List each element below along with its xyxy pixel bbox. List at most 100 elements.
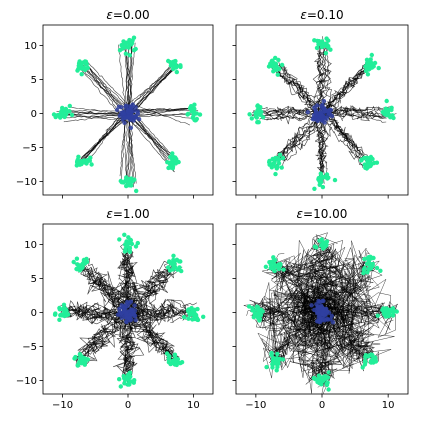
end-point <box>173 161 178 166</box>
start-point <box>128 125 134 130</box>
end-point <box>174 69 179 75</box>
end-point <box>125 382 131 387</box>
trajectory-line <box>61 302 123 319</box>
trajectory-line <box>125 70 172 106</box>
trajectory-line <box>281 120 322 169</box>
end-point <box>192 106 197 112</box>
end-point <box>271 268 277 273</box>
trajectory-line <box>326 108 390 119</box>
start-point <box>321 98 327 104</box>
end-point <box>318 179 323 184</box>
end-point <box>276 161 282 166</box>
trajectory-line <box>317 113 326 184</box>
end-point <box>134 188 139 194</box>
end-point <box>270 365 275 370</box>
trajectory-line <box>134 116 172 165</box>
trajectory-line <box>84 112 122 160</box>
end-point <box>273 171 278 177</box>
end-point <box>118 384 124 389</box>
end-point <box>321 41 326 46</box>
end-point <box>324 36 329 41</box>
start-point <box>124 319 129 325</box>
x-tick-label: −10 <box>52 400 73 411</box>
end-point <box>273 263 278 269</box>
end-point <box>80 265 85 270</box>
end-point <box>76 263 82 269</box>
start-point <box>128 108 133 113</box>
end-point <box>127 53 132 58</box>
trajectory-line <box>253 106 322 115</box>
start-point <box>329 114 335 119</box>
trajectory-line <box>124 44 130 115</box>
trajectory-line <box>324 108 387 123</box>
end-point <box>172 262 177 267</box>
end-point <box>53 113 59 118</box>
end-point <box>390 313 396 318</box>
trajectory-line <box>328 118 370 160</box>
end-point <box>174 65 179 70</box>
end-point <box>127 370 133 375</box>
trajectory-line <box>274 66 321 117</box>
title-epsilon: ε <box>297 207 304 221</box>
end-point <box>171 154 176 159</box>
end-point <box>79 72 84 77</box>
title-epsilon: ε <box>106 8 113 22</box>
trajectory-line <box>276 64 317 112</box>
start-point <box>131 310 136 316</box>
end-point <box>279 165 284 170</box>
end-point <box>320 378 326 384</box>
trajectory-line <box>129 107 195 118</box>
end-point <box>201 314 206 319</box>
start-point <box>136 116 142 122</box>
end-point <box>269 352 274 358</box>
end-point <box>363 68 369 74</box>
end-point <box>170 151 175 156</box>
end-point <box>267 260 272 265</box>
trajectory-line <box>131 63 179 112</box>
end-point <box>276 266 282 272</box>
trajectories <box>52 232 206 389</box>
end-point <box>321 240 326 246</box>
end-point <box>81 160 86 165</box>
y-tick-label: −10 <box>16 376 37 387</box>
start-point <box>327 310 332 315</box>
end-point <box>369 52 374 58</box>
end-point <box>312 186 317 191</box>
end-point <box>167 259 172 265</box>
end-point <box>362 256 367 262</box>
end-point <box>168 60 173 65</box>
title-value: =0.10 <box>307 8 344 22</box>
end-point <box>81 257 87 263</box>
end-point <box>84 61 89 67</box>
end-point <box>60 105 65 111</box>
trajectory-line <box>319 115 366 170</box>
end-point <box>129 176 134 181</box>
start-point <box>125 303 130 309</box>
end-point <box>193 118 198 123</box>
end-point <box>119 43 124 48</box>
end-point <box>278 262 283 267</box>
end-point <box>376 65 381 71</box>
trajectories <box>51 35 203 194</box>
trajectory-line <box>125 120 129 185</box>
trajectory-line <box>277 119 320 162</box>
start-point <box>114 107 120 113</box>
end-point <box>89 162 94 167</box>
end-point <box>316 42 321 47</box>
trajectory-line <box>85 64 122 115</box>
start-point <box>126 104 132 109</box>
trajectory-line <box>321 57 373 115</box>
start-point <box>320 311 325 317</box>
end-point <box>281 267 286 272</box>
end-point <box>170 358 176 363</box>
end-point <box>117 237 122 242</box>
end-point <box>76 63 82 68</box>
end-point <box>128 41 133 46</box>
trajectory-line <box>65 305 127 321</box>
start-point <box>309 303 314 308</box>
end-point <box>253 114 258 119</box>
end-point <box>174 156 179 162</box>
end-point <box>179 268 184 274</box>
start-point <box>314 302 319 307</box>
end-point <box>387 312 392 317</box>
